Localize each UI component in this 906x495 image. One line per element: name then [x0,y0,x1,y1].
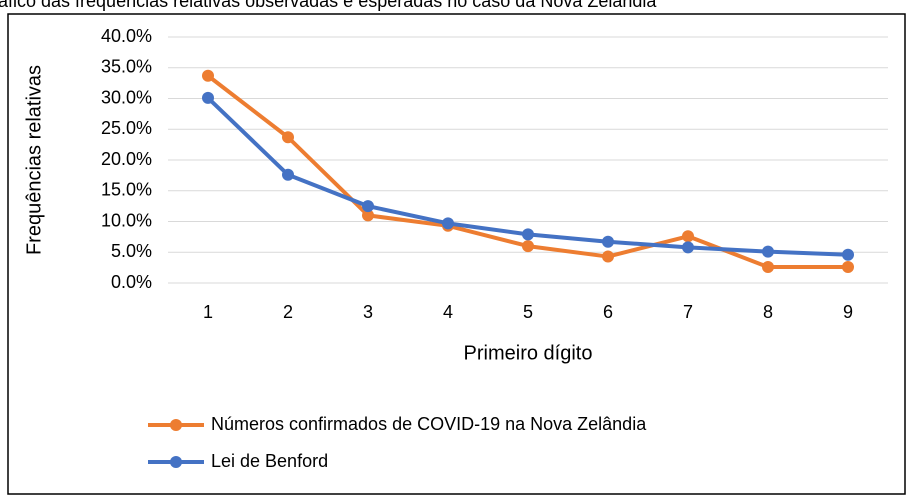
y-tick-label: 40.0% [101,26,152,46]
point [762,261,774,274]
point [202,91,214,104]
point [202,69,214,82]
point [762,245,774,258]
legend-marker [170,456,182,468]
point [682,241,694,254]
x-tick-label: 8 [763,302,773,322]
point [362,200,374,213]
x-tick-label: 3 [363,302,373,322]
point [522,240,534,253]
y-axis-label: Frequências relativas [23,65,45,255]
y-tick-label: 20.0% [101,149,152,169]
y-tick-label: 30.0% [101,87,152,107]
y-tick-label: 5.0% [111,241,152,261]
x-tick-label: 4 [443,302,453,322]
point [442,217,454,230]
x-tick-label: 6 [603,302,613,322]
point [362,209,374,222]
point [282,131,294,144]
y-tick-label: 15.0% [101,180,152,200]
y-tick-label: 10.0% [101,210,152,230]
point [602,250,614,263]
point [682,230,694,243]
x-tick-label: 5 [523,302,533,322]
y-tick-label: 25.0% [101,118,152,138]
x-tick-label: 9 [843,302,853,322]
point [842,261,854,274]
chart-title: Gráfico das frequências relativas observ… [0,0,657,11]
x-tick-label: 1 [203,302,213,322]
chart-border [7,13,906,495]
point [522,228,534,241]
legend-label: Números confirmados de COVID-19 na Nova … [211,414,647,434]
legend-marker [170,419,182,431]
x-tick-label: 7 [683,302,693,322]
y-tick-label: 35.0% [101,57,152,77]
x-tick-label: 2 [283,302,293,322]
point [842,248,854,261]
legend-label: Lei de Benford [211,451,328,471]
y-tick-label: 0.0% [111,272,152,292]
point [282,168,294,181]
x-axis-label: Primeiro dígito [464,342,593,364]
point [602,235,614,248]
